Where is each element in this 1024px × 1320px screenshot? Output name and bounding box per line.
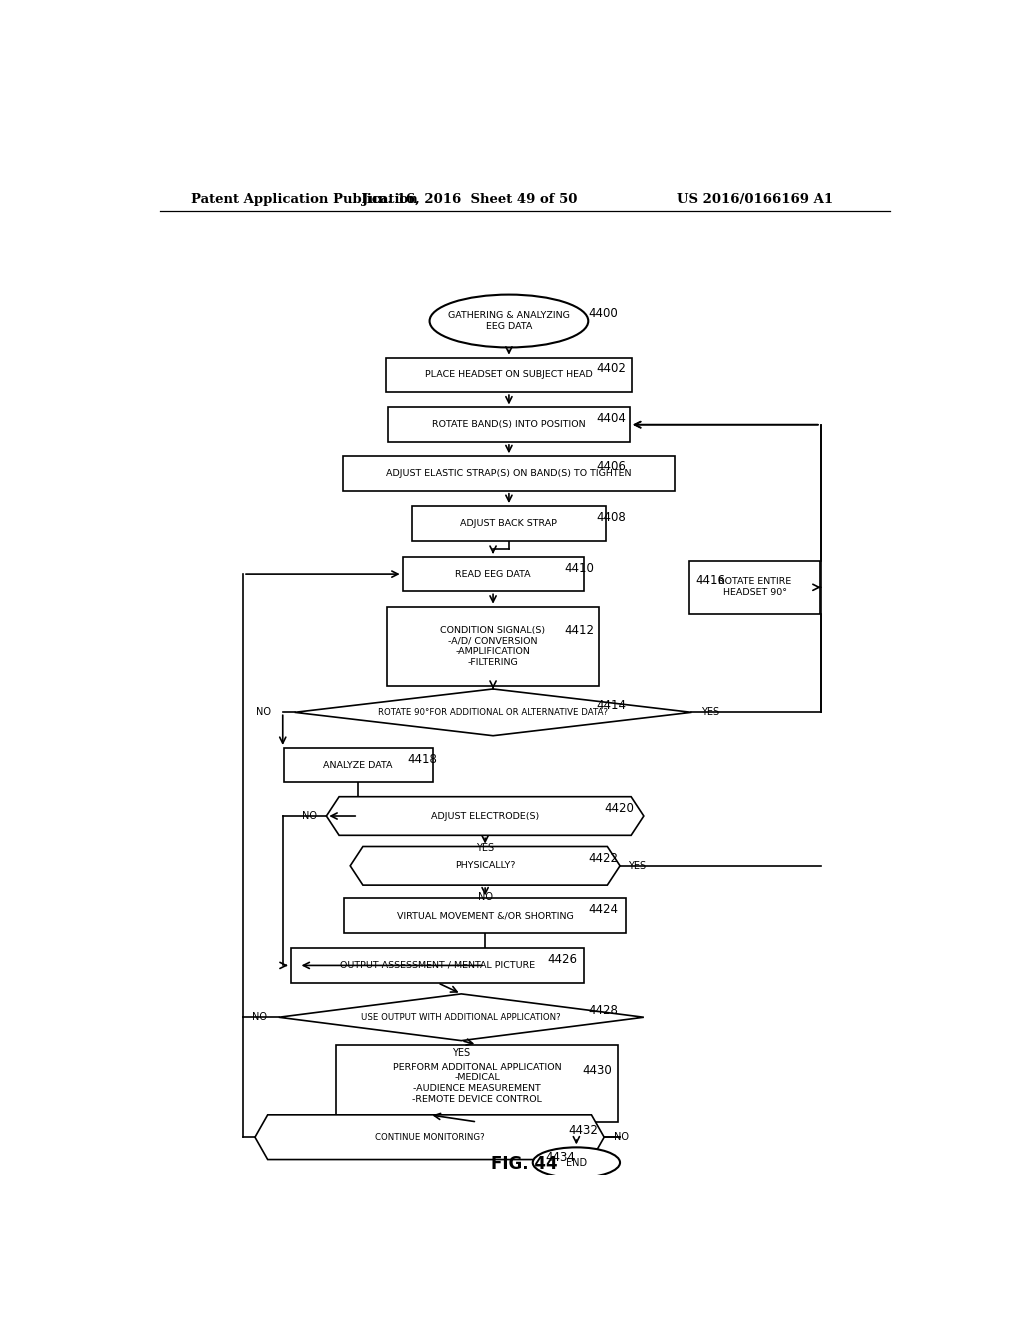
- Text: YES: YES: [453, 1048, 470, 1057]
- Text: NO: NO: [477, 892, 493, 903]
- FancyBboxPatch shape: [343, 457, 675, 491]
- Text: ROTATE ENTIRE
HEADSET 90°: ROTATE ENTIRE HEADSET 90°: [718, 577, 792, 597]
- FancyBboxPatch shape: [412, 506, 606, 541]
- Text: 4414: 4414: [596, 698, 627, 711]
- Text: YES: YES: [628, 861, 646, 871]
- Text: 4400: 4400: [588, 308, 618, 321]
- Text: END: END: [566, 1158, 587, 1168]
- Text: FIG. 44: FIG. 44: [492, 1155, 558, 1172]
- Text: 4430: 4430: [582, 1064, 611, 1077]
- Polygon shape: [350, 846, 620, 886]
- Text: 4418: 4418: [408, 752, 437, 766]
- Text: YES: YES: [701, 708, 719, 717]
- Text: 4422: 4422: [588, 853, 618, 865]
- Text: OUTPUT ASSESSMENT / MENTAL PICTURE: OUTPUT ASSESSMENT / MENTAL PICTURE: [340, 961, 536, 970]
- FancyBboxPatch shape: [284, 748, 433, 783]
- FancyBboxPatch shape: [336, 1044, 618, 1122]
- Text: 4412: 4412: [564, 623, 595, 636]
- Polygon shape: [255, 1115, 604, 1159]
- Text: 4432: 4432: [568, 1123, 598, 1137]
- Text: GATHERING & ANALYZING
EEG DATA: GATHERING & ANALYZING EEG DATA: [447, 312, 570, 331]
- Polygon shape: [279, 994, 644, 1040]
- Text: READ EEG DATA: READ EEG DATA: [456, 570, 530, 578]
- FancyBboxPatch shape: [344, 899, 626, 933]
- Text: NO: NO: [252, 1012, 267, 1022]
- Text: 4428: 4428: [588, 1003, 618, 1016]
- Text: YES: YES: [476, 842, 495, 853]
- Text: 4434: 4434: [546, 1151, 575, 1164]
- FancyBboxPatch shape: [386, 358, 632, 392]
- Text: ADJUST BACK STRAP: ADJUST BACK STRAP: [461, 519, 557, 528]
- Text: ROTATE 90°FOR ADDITIONAL OR ALTERNATIVE DATA?: ROTATE 90°FOR ADDITIONAL OR ALTERNATIVE …: [378, 708, 608, 717]
- Text: CONTINUE MONITORING?: CONTINUE MONITORING?: [375, 1133, 484, 1142]
- Text: 4406: 4406: [596, 459, 626, 473]
- Text: NO: NO: [613, 1133, 629, 1142]
- Text: 4420: 4420: [604, 803, 634, 816]
- Text: 4404: 4404: [596, 412, 626, 425]
- Text: 4402: 4402: [596, 362, 626, 375]
- Text: ADJUST ELECTRODE(S): ADJUST ELECTRODE(S): [431, 812, 540, 821]
- FancyBboxPatch shape: [291, 948, 585, 982]
- Text: ANALYZE DATA: ANALYZE DATA: [324, 760, 393, 770]
- Ellipse shape: [532, 1147, 621, 1177]
- FancyBboxPatch shape: [402, 557, 584, 591]
- Text: PHYSICALLY?: PHYSICALLY?: [455, 862, 515, 870]
- Text: NO: NO: [256, 708, 270, 717]
- FancyBboxPatch shape: [387, 607, 599, 686]
- Text: US 2016/0166169 A1: US 2016/0166169 A1: [677, 193, 833, 206]
- Polygon shape: [327, 797, 644, 836]
- Text: 4424: 4424: [588, 903, 618, 916]
- Text: PLACE HEADSET ON SUBJECT HEAD: PLACE HEADSET ON SUBJECT HEAD: [425, 371, 593, 379]
- Ellipse shape: [430, 294, 588, 347]
- FancyBboxPatch shape: [388, 408, 630, 442]
- Text: ADJUST ELASTIC STRAP(S) ON BAND(S) TO TIGHTEN: ADJUST ELASTIC STRAP(S) ON BAND(S) TO TI…: [386, 469, 632, 478]
- Text: ROTATE BAND(S) INTO POSITION: ROTATE BAND(S) INTO POSITION: [432, 420, 586, 429]
- Text: CONDITION SIGNAL(S)
-A/D/ CONVERSION
-AMPLIFICATION
-FILTERING: CONDITION SIGNAL(S) -A/D/ CONVERSION -AM…: [440, 626, 546, 667]
- Text: 4408: 4408: [596, 511, 626, 524]
- FancyBboxPatch shape: [689, 561, 820, 614]
- Text: 4426: 4426: [547, 953, 577, 966]
- Text: Jun. 16, 2016  Sheet 49 of 50: Jun. 16, 2016 Sheet 49 of 50: [361, 193, 577, 206]
- Text: NO: NO: [302, 810, 316, 821]
- Text: 4416: 4416: [695, 574, 725, 586]
- Text: 4410: 4410: [564, 561, 594, 574]
- Text: VIRTUAL MOVEMENT &/OR SHORTING: VIRTUAL MOVEMENT &/OR SHORTING: [396, 911, 573, 920]
- Text: Patent Application Publication: Patent Application Publication: [191, 193, 418, 206]
- Text: PERFORM ADDITONAL APPLICATION
-MEDICAL
-AUDIENCE MEASUREMENT
-REMOTE DEVICE CONT: PERFORM ADDITONAL APPLICATION -MEDICAL -…: [393, 1063, 561, 1104]
- Polygon shape: [295, 689, 691, 735]
- Text: USE OUTPUT WITH ADDITIONAL APPLICATION?: USE OUTPUT WITH ADDITIONAL APPLICATION?: [361, 1012, 561, 1022]
